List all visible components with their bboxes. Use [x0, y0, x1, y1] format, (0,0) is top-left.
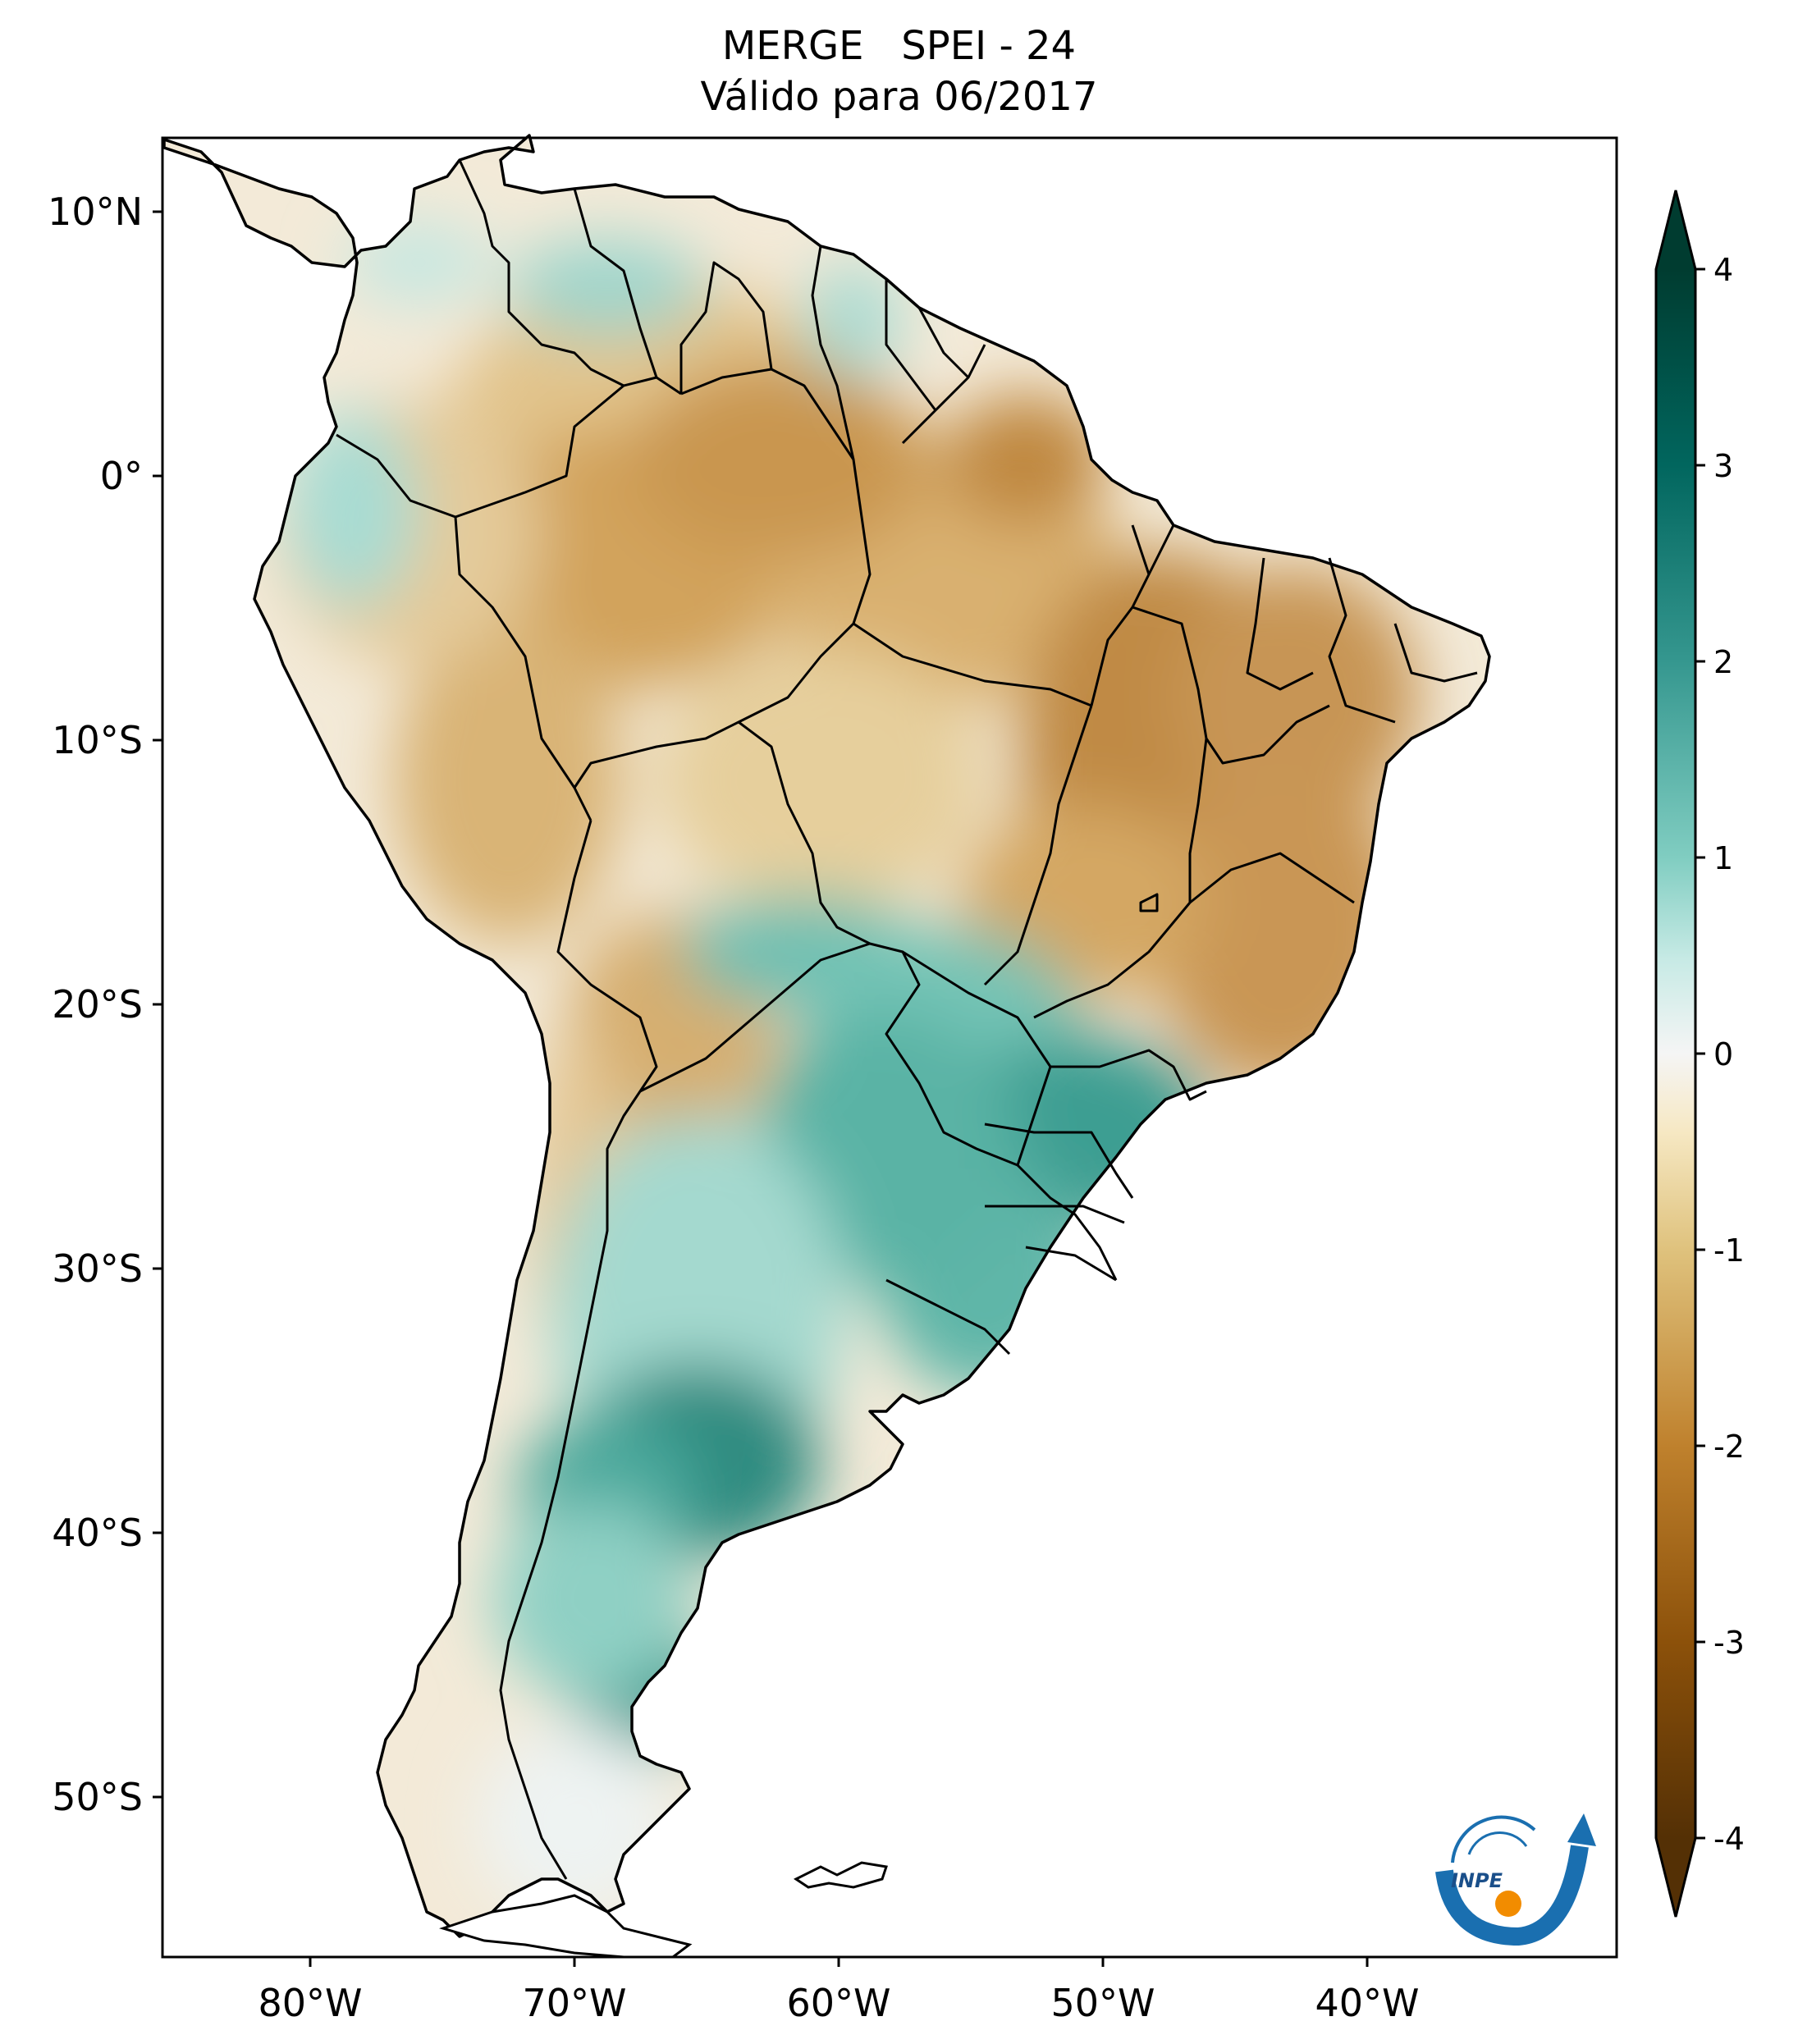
- colorbar-gradient: [1656, 269, 1695, 1838]
- colorbar-extend-min: [1656, 1838, 1695, 1917]
- map-title-line2: Válido para 06/2017: [700, 74, 1098, 120]
- lat-tick-label: 20°S: [52, 982, 143, 1027]
- colorbar: 4 3 2 1 0 -1 -2 -3 -4: [1654, 190, 1745, 1918]
- falkland-islands: [794, 1861, 888, 1889]
- colorbar-extend-max: [1656, 190, 1695, 269]
- colorbar-tick-label: -4: [1713, 1821, 1745, 1857]
- lon-tick-label: 70°W: [522, 1981, 626, 2025]
- lat-tick-label: 10°S: [52, 718, 143, 762]
- tierra-del-fuego: [439, 1894, 693, 1959]
- colorbar-tick-label: -2: [1713, 1429, 1745, 1465]
- lat-tick-label: 10°N: [48, 190, 143, 234]
- colorbar-tick-label: -3: [1713, 1625, 1745, 1661]
- inpe-logo-text: INPE: [1451, 1869, 1503, 1892]
- lon-tick-label: 50°W: [1050, 1981, 1155, 2025]
- colorbar-tick-label: 0: [1713, 1036, 1733, 1072]
- colorbar-tick-label: 1: [1713, 840, 1733, 876]
- colorbar-tick-label: 2: [1713, 644, 1733, 680]
- colorbar-tick-label: -1: [1713, 1232, 1745, 1269]
- lon-tick-label: 60°W: [786, 1981, 890, 2025]
- lon-tick-label: 80°W: [258, 1981, 362, 2025]
- coastline: [162, 134, 1491, 1938]
- colorbar-tick-label: 4: [1713, 252, 1733, 288]
- lat-tick-label: 50°S: [52, 1775, 143, 1819]
- axis-ticks: [153, 210, 1369, 1967]
- map-title-line1: MERGE SPEI - 24: [721, 23, 1077, 69]
- lat-tick-label: 0°: [100, 454, 143, 498]
- political-borders: [336, 159, 1478, 1880]
- lat-tick-label: 30°S: [52, 1246, 143, 1291]
- lat-tick-label: 40°S: [52, 1511, 143, 1555]
- colorbar-tick-label: 3: [1713, 448, 1733, 484]
- lon-tick-label: 40°W: [1315, 1981, 1419, 2025]
- inpe-logo-icon: INPE: [1435, 1813, 1596, 1946]
